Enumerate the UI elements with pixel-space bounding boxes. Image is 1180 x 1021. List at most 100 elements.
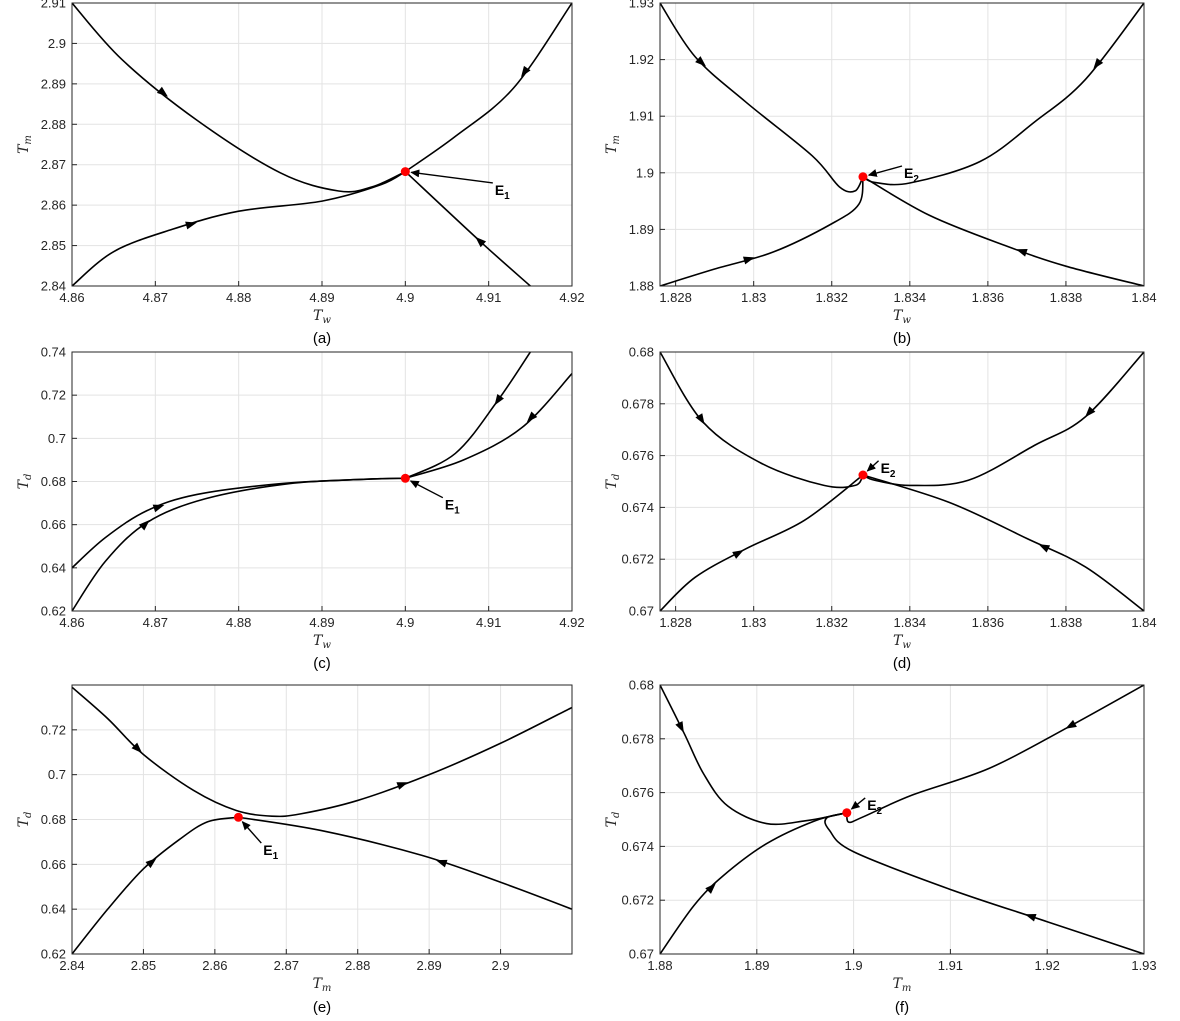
direction-arrow (695, 413, 705, 425)
x-axis-label-main: T (313, 308, 324, 324)
panel-caption: (b) (893, 330, 911, 347)
direction-arrow (526, 411, 538, 423)
x-axis-label: Tm (893, 976, 912, 994)
y-tick-label: 2.91 (41, 0, 66, 11)
y-tick-label: 1.92 (629, 52, 654, 67)
x-tick-label: 4.86 (59, 615, 84, 630)
equilibrium-label-sub: 1 (454, 506, 460, 517)
x-tick-label: 2.88 (345, 958, 370, 973)
trajectory-1 (660, 3, 864, 193)
direction-arrow (494, 393, 504, 406)
equilibrium-arrow (409, 480, 444, 499)
equilibrium-label: E2 (904, 165, 919, 185)
y-axis-label-main: T (604, 143, 620, 154)
y-axis-label-main: T (16, 143, 32, 154)
direction-arrow (435, 859, 448, 868)
x-tick-label: 4.87 (143, 290, 168, 305)
direction-arrow (695, 56, 707, 67)
x-axis-label-sub: w (322, 640, 331, 651)
equilibrium-label-sub: 1 (273, 851, 279, 862)
equilibrium-point (233, 812, 243, 822)
x-tick-label: 1.93 (1131, 958, 1156, 973)
x-axis-label: Tm (313, 976, 332, 994)
y-tick-label: 0.674 (621, 500, 654, 515)
direction-arrow (521, 65, 531, 78)
direction-arrow (675, 721, 684, 733)
y-tick-label: 0.68 (41, 812, 66, 827)
equilibrium-point (400, 473, 410, 483)
y-axis-label-sub: d (23, 812, 34, 818)
panel-caption: (f) (895, 999, 909, 1016)
y-axis-label: Td (16, 812, 34, 828)
panel-caption: (c) (313, 655, 331, 672)
y-tick-label: 0.64 (41, 560, 66, 575)
y-axis-label: Td (604, 812, 622, 828)
y-axis-label: Td (604, 474, 622, 490)
equilibrium-arrow (850, 797, 866, 810)
x-tick-label: 2.89 (416, 958, 441, 973)
y-tick-label: 0.676 (621, 785, 654, 800)
trajectory-3 (862, 3, 1144, 186)
direction-arrow (396, 782, 409, 790)
x-axis-label-main: T (313, 633, 324, 649)
chart-panel-5: 2.84 2.85 2.86 2.87 2.88 2.89 2.9 0.62 0.64 0.66 0… (16, 684, 573, 1016)
trajectory-4 (405, 373, 572, 480)
equilibrium-label-sub: 2 (890, 469, 896, 480)
y-tick-label: 1.93 (629, 0, 654, 11)
x-tick-label: 1.89 (744, 958, 769, 973)
y-tick-label: 2.89 (41, 76, 66, 91)
x-axis-label: Tw (313, 308, 331, 326)
y-tick-label: 0.67 (629, 604, 654, 619)
direction-arrow (156, 86, 168, 97)
plot-area (660, 3, 1144, 286)
trajectories (72, 3, 572, 286)
y-tick-label: 0.68 (629, 678, 654, 693)
axes-frame (659, 684, 1145, 955)
equilibrium-point (858, 470, 868, 480)
y-tick-label: 0.66 (41, 517, 66, 532)
y-tick-label: 0.676 (621, 448, 654, 463)
x-tick-label: 1.836 (972, 290, 1005, 305)
x-axis-label-sub: m (322, 983, 331, 994)
y-tick-label: 0.68 (41, 474, 66, 489)
y-tick-label: 0.66 (41, 857, 66, 872)
x-tick-label: 4.88 (226, 290, 251, 305)
axes-frame (71, 684, 573, 955)
trajectory-1 (72, 3, 406, 193)
direction-arrow (732, 550, 744, 559)
equilibrium-label-main: E (263, 842, 272, 858)
direction-arrow (742, 256, 755, 265)
y-axis-label-sub: d (611, 812, 622, 818)
x-tick-label: 2.85 (131, 958, 156, 973)
trajectory-1 (660, 352, 864, 489)
x-axis-label-sub: w (902, 315, 911, 326)
y-tick-label: 0.68 (629, 345, 654, 360)
trajectories (72, 352, 572, 611)
chart-panel-1: 4.86 4.87 4.88 4.89 4.9 4.91 4.92 2.84 2.85 2.86 2… (16, 0, 585, 347)
trajectory-2 (72, 816, 239, 954)
direction-arrow (1085, 406, 1096, 418)
y-tick-label: 0.672 (621, 552, 654, 567)
trajectories (660, 3, 1144, 286)
x-tick-label: 4.9 (396, 615, 414, 630)
y-axis-label-main: T (16, 478, 32, 489)
trajectory-2 (660, 474, 864, 611)
equilibrium-label-main: E (867, 797, 876, 813)
y-tick-label: 0.67 (629, 947, 654, 962)
y-axis-label-main: T (604, 478, 620, 489)
panel-caption: (d) (893, 655, 911, 672)
equilibrium-arrow (410, 169, 493, 184)
y-tick-label: 2.87 (41, 157, 66, 172)
trajectory-2 (72, 170, 406, 286)
chart-panel-3: 4.86 4.87 4.88 4.89 4.9 4.91 4.92 0.62 0.64 0.66 0… (16, 345, 585, 673)
trajectory-4 (862, 176, 1144, 286)
equilibrium-label-main: E (445, 497, 454, 513)
y-tick-label: 0.72 (41, 722, 66, 737)
y-axis-label-sub: d (611, 474, 622, 480)
axes-frame (71, 2, 573, 287)
y-axis-label: Tm (604, 135, 622, 154)
y-tick-label: 2.86 (41, 198, 66, 213)
direction-arrow (475, 236, 487, 248)
x-tick-label: 1.836 (972, 615, 1005, 630)
